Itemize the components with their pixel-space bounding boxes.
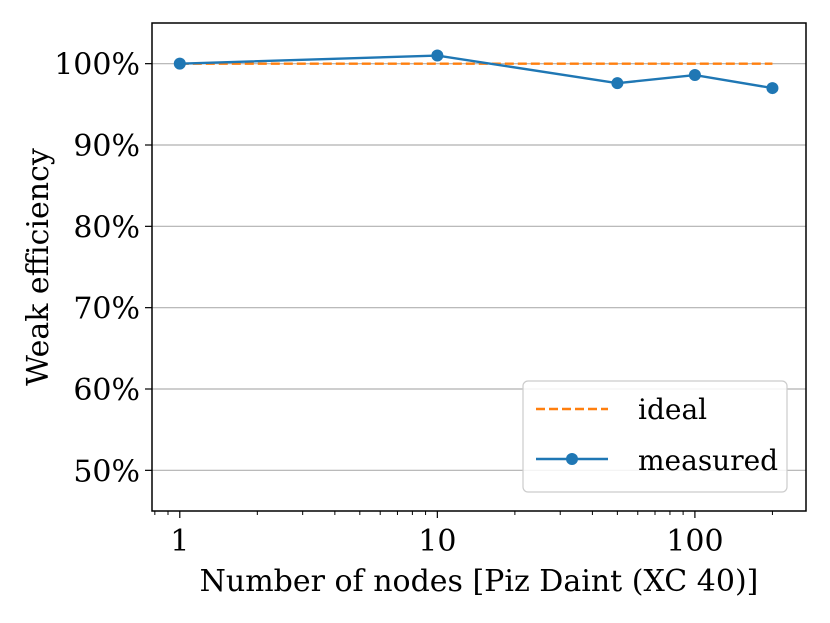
y-axis-label: Weak efficiency — [21, 148, 56, 386]
y-tick-label-90: 90% — [73, 129, 140, 164]
x-tick-label-100: 100 — [666, 524, 723, 559]
plot-frame — [151, 22, 807, 512]
y-tick-label-50: 50% — [73, 454, 140, 489]
y-tick-label-70: 70% — [73, 292, 140, 327]
legend-ideal-label: ideal — [638, 393, 707, 426]
x-axis-label: Number of nodes [Piz Daint (XC 40)] — [200, 564, 759, 599]
y-axis-ticks: 50% 60% 70% 80% 90% 100% — [54, 48, 152, 489]
point-measured-50 — [611, 77, 624, 90]
point-measured-200 — [766, 82, 779, 95]
x-tick-label-10: 10 — [418, 524, 456, 559]
legend-measured-label: measured — [638, 444, 778, 477]
y-tick-label-100: 100% — [54, 48, 140, 83]
x-axis-ticks: 1 10 100 — [154, 511, 773, 559]
point-measured-1 — [173, 57, 186, 70]
point-measured-100 — [688, 69, 701, 82]
y-tick-label-60: 60% — [73, 373, 140, 408]
series-layer — [173, 49, 779, 95]
series-line-measured — [179, 54, 773, 90]
legend-measured-marker — [566, 453, 578, 465]
y-tick-label-80: 80% — [73, 210, 140, 245]
point-measured-10 — [431, 49, 444, 62]
legend: ideal measured — [522, 380, 788, 493]
x-tick-label-1: 1 — [170, 524, 189, 559]
